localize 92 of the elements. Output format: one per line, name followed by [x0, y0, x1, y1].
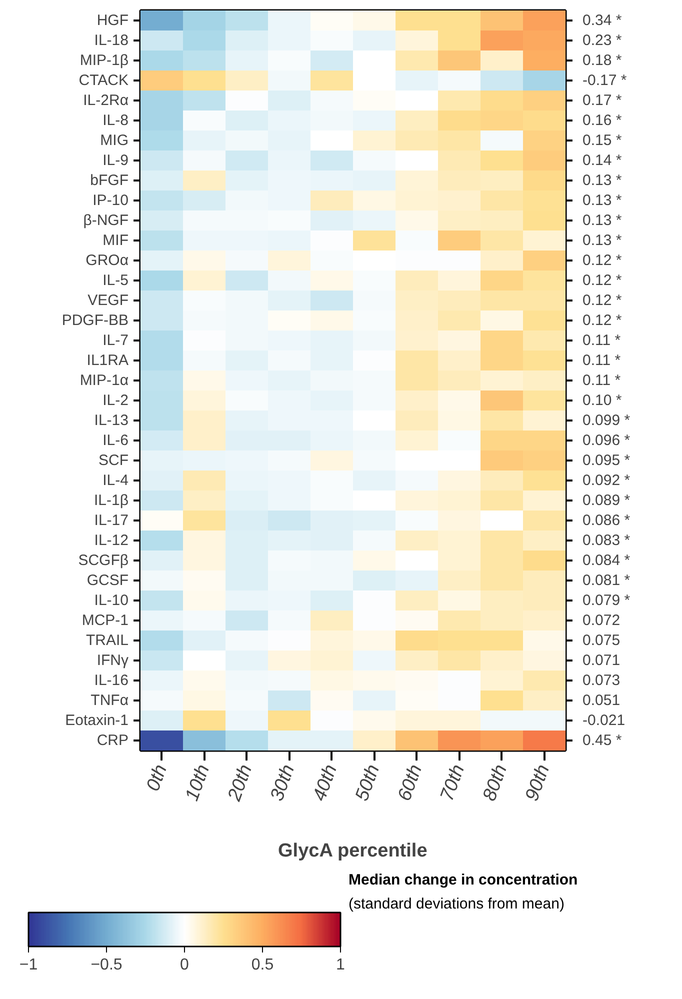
y-tick-label: MIF: [102, 232, 129, 249]
y2-tick-label: 0.073: [582, 672, 620, 689]
y2-tick-label: 0.11 *: [582, 372, 621, 389]
y2-tick-label: 0.096 *: [582, 432, 630, 449]
y2-tick-label: 0.051: [582, 692, 620, 709]
color-bar-label: 1: [336, 956, 346, 974]
y-tick-label: IL-17: [94, 512, 129, 529]
y-tick-label: IL-9: [102, 152, 129, 169]
y-tick-label: IL-16: [94, 672, 129, 689]
y2-tick-label: 0.34 *: [582, 12, 622, 29]
y-tick-label: TNFα: [90, 692, 129, 709]
y2-tick-label: 0.083 *: [582, 532, 630, 549]
y-tick-label: IL-6: [102, 432, 129, 449]
x-tick-label: 70th: [436, 762, 470, 804]
y2-tick-label: 0.13 *: [582, 172, 622, 189]
y-tick-label: VEGF: [88, 292, 129, 309]
y2-tick-label: 0.13 *: [582, 192, 622, 209]
y2-tick-label: 0.13 *: [582, 212, 622, 229]
y2-tick-label: 0.095 *: [582, 452, 630, 469]
y-tick-label: SCGFβ: [78, 552, 129, 569]
y2-tick-label: 0.099 *: [582, 412, 630, 429]
y-tick-label: GCSF: [86, 572, 129, 589]
y-tick-label: IFNγ: [96, 652, 129, 669]
y2-tick-label: 0.16 *: [582, 112, 622, 129]
x-tick-label: 20th: [224, 762, 257, 805]
y-tick-label: CRP: [96, 732, 128, 749]
y-tick-label: IL1RA: [86, 352, 129, 369]
y2-tick-label: 0.14 *: [582, 152, 622, 169]
y-tick-label: IL-18: [94, 32, 129, 49]
y2-tick-label: 0.086 *: [582, 512, 630, 529]
y2-tick-label: 0.10 *: [582, 392, 622, 409]
y-tick-label: MIG: [100, 132, 129, 149]
y-tick-label: IL-1β: [94, 492, 129, 509]
x-tick-label: 10th: [182, 762, 214, 804]
y-tick-label: SCF: [98, 452, 128, 469]
y-tick-label: IL-2Rα: [83, 92, 129, 109]
y-tick-label: IL-8: [102, 112, 129, 129]
y2-tick-label: 0.12 *: [582, 252, 622, 269]
y2-tick-label: 0.092 *: [582, 472, 630, 489]
y-tick-label: IL-7: [102, 332, 129, 349]
y-tick-label: IL-12: [94, 532, 129, 549]
y2-tick-label: -0.021: [582, 712, 626, 729]
y2-tick-label: 0.071: [582, 652, 620, 669]
y-tick-label: CTACK: [78, 72, 129, 89]
y-tick-label: MCP-1: [82, 612, 128, 629]
y-tick-label: MIP-1β: [80, 52, 129, 69]
y-tick-label: bFGF: [90, 172, 129, 189]
y2-tick-label: 0.089 *: [582, 492, 630, 509]
y-tick-label: PDGF-BB: [62, 312, 129, 329]
x-tick-label: 60th: [394, 762, 427, 804]
y2-tick-label: 0.23 *: [582, 32, 622, 49]
x-tick-label: 50th: [352, 762, 384, 804]
y-tick-label: IL-4: [102, 472, 129, 489]
color-bar-label: 0.5: [251, 956, 274, 974]
y-tick-label: IL-13: [94, 412, 129, 429]
y2-tick-label: 0.12 *: [582, 272, 622, 289]
y-tick-label: IP-10: [92, 192, 129, 209]
y2-tick-label: 0.075: [582, 632, 620, 649]
y-tick-label: IL-5: [102, 272, 129, 289]
y-tick-label: TRAIL: [86, 632, 129, 649]
y2-tick-label: 0.13 *: [582, 232, 622, 249]
y2-tick-label: 0.081 *: [582, 572, 630, 589]
y2-tick-label: 0.11 *: [582, 332, 621, 349]
x-tick-label: 0th: [142, 762, 172, 794]
y-tick-label: IL-2: [102, 392, 129, 409]
y2-tick-label: 0.15 *: [582, 132, 622, 149]
color-bar-label: 0: [180, 956, 190, 974]
y2-tick-label: 0.084 *: [582, 552, 630, 569]
y-tick-label: GROα: [86, 252, 129, 269]
x-tick-label: 90th: [522, 762, 554, 804]
y-tick-label: MIP-1α: [80, 372, 129, 389]
y-tick-label: β-NGF: [83, 212, 129, 229]
color-bar-label: −0.5: [90, 956, 122, 974]
color-bar-label: −1: [19, 956, 38, 974]
y2-tick-label: 0.45 *: [582, 732, 622, 749]
y2-tick-label: 0.072: [582, 612, 620, 629]
x-tick-label: 80th: [479, 762, 512, 804]
y-tick-label: HGF: [96, 12, 129, 29]
y2-tick-label: 0.18 *: [582, 52, 622, 69]
y-tick-label: Eotaxin-1: [65, 712, 129, 729]
x-tick-label: 40th: [309, 762, 342, 804]
y2-tick-label: 0.079 *: [582, 592, 630, 609]
text: (standard deviations from mean): [348, 896, 564, 912]
y-tick-label: IL-10: [94, 592, 129, 609]
y2-tick-label: 0.12 *: [582, 292, 622, 309]
x-axis-title: GlycA percentile: [278, 840, 428, 862]
y2-tick-label: 0.11 *: [582, 352, 621, 369]
y2-tick-label: -0.17 *: [582, 72, 627, 89]
y2-tick-label: 0.17 *: [582, 92, 622, 109]
color-bar-title: Median change in concentration: [348, 872, 578, 888]
x-tick-label: 30th: [266, 762, 300, 804]
y2-tick-label: 0.12 *: [582, 312, 622, 329]
